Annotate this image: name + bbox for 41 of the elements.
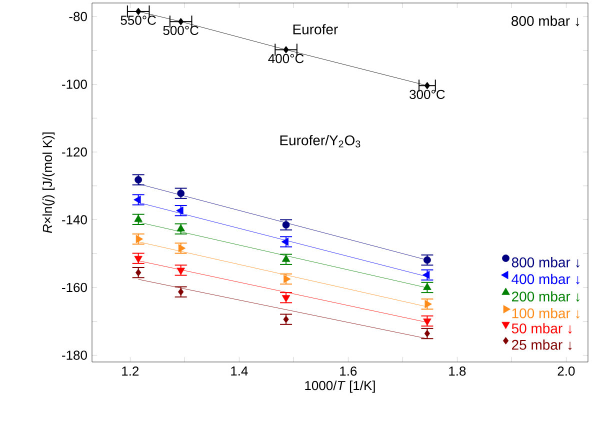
x-tick-label: 2.0 [558, 366, 575, 376]
annotation: Eurofer/Y$_{2}$O$_{3}$ [280, 135, 360, 148]
y-tick-label: -160 [62, 282, 87, 292]
annotation: 550°C [120, 16, 156, 25]
legend-label: 25 mbar ↓ [512, 340, 572, 350]
annotation: 800 mbar ↓ [512, 16, 580, 26]
x-tick-label: 1.2 [122, 366, 139, 376]
point [176, 268, 185, 275]
legend-label: 400 mbar ↓ [512, 274, 580, 284]
annotation: 500°C [163, 26, 198, 36]
series-label: Eurofer [293, 24, 338, 34]
point [136, 8, 142, 16]
point [177, 190, 185, 198]
annotation: 400°C [268, 54, 304, 64]
y-tick-label: -180 [62, 350, 87, 360]
point [176, 206, 184, 215]
y-tick-label: -100 [62, 80, 87, 89]
legend-label: 100 mbar ↓ [512, 308, 580, 319]
legend-label: 800 mbar ↓ [512, 257, 580, 268]
point [283, 316, 289, 324]
point [282, 221, 290, 229]
x-axis-title: 1000/T [1/K] [305, 380, 375, 393]
x-tick-label: 1.4 [231, 366, 248, 376]
text: 50 mbar ↓ [512, 323, 572, 334]
point [281, 238, 288, 246]
x-tick-label: 1.8 [449, 366, 466, 376]
point [283, 46, 289, 54]
point [178, 18, 184, 26]
annotation: 300°C [410, 90, 445, 100]
legend-label: 200 mbar ↓ [512, 291, 580, 302]
point [424, 82, 430, 90]
point [176, 224, 185, 232]
point [178, 288, 184, 296]
x-tick-label: 1.6 [340, 366, 357, 376]
point [178, 244, 186, 252]
point [284, 274, 291, 284]
point [282, 254, 290, 262]
y-tick-label: -140 [62, 215, 87, 224]
point [282, 295, 290, 302]
y-tick-label: -120 [62, 147, 87, 157]
y-tick-label: -80 [69, 12, 87, 22]
